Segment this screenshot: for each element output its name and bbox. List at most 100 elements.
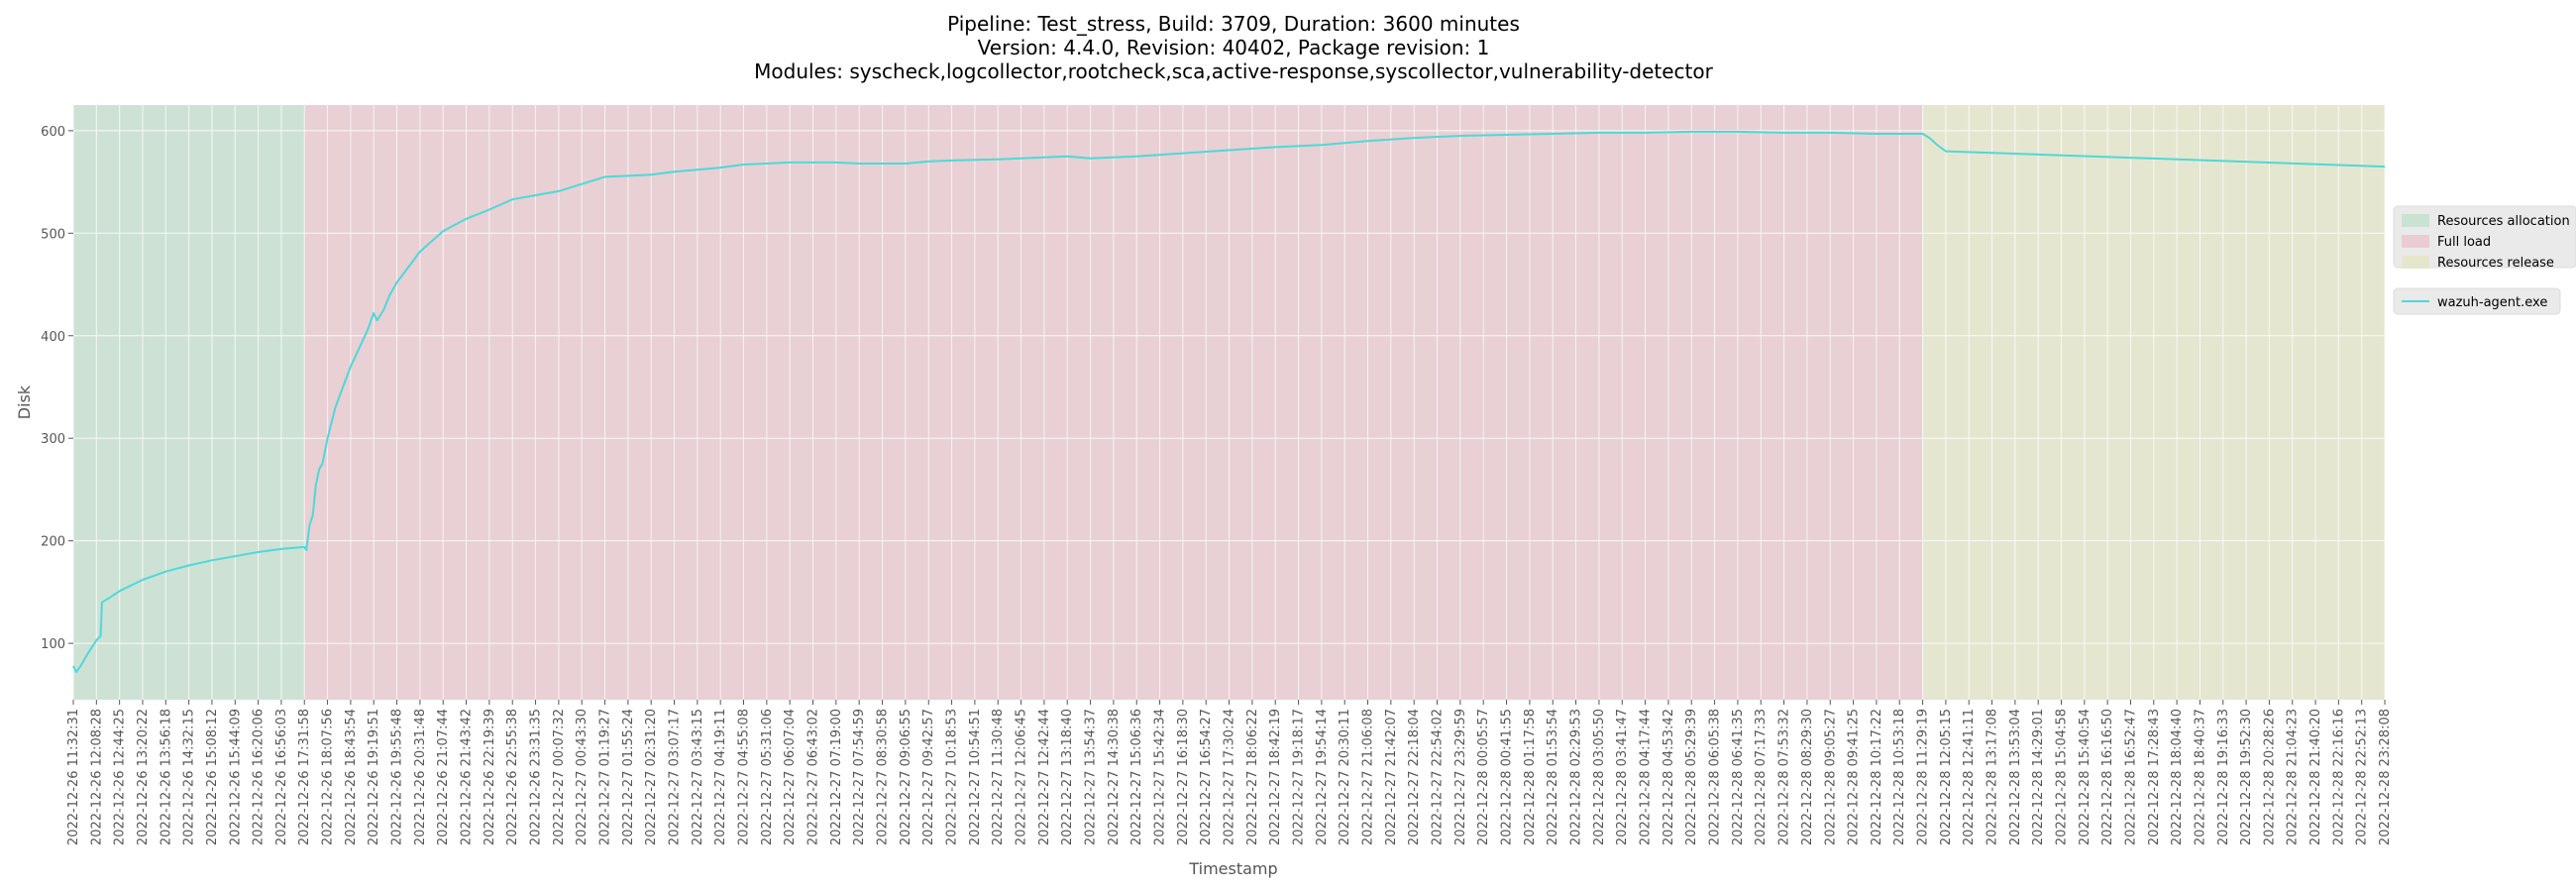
y-axis-label: Disk: [15, 385, 34, 419]
x-tick-label: 2022-12-27 09:42:57: [921, 709, 936, 845]
x-tick-label: 2022-12-27 20:30:11: [1338, 709, 1352, 845]
x-tick-label: 2022-12-27 03:07:17: [668, 709, 683, 845]
series-legend-label: wazuh-agent.exe: [2437, 295, 2547, 310]
x-tick-label: 2022-12-27 04:55:08: [736, 709, 751, 845]
x-tick-label: 2022-12-27 10:18:53: [945, 709, 960, 845]
x-tick-label: 2022-12-27 11:30:48: [991, 709, 1006, 845]
x-tick-label: 2022-12-27 16:18:30: [1176, 709, 1191, 845]
x-tick-label: 2022-12-28 09:05:27: [1823, 709, 1838, 845]
x-tick-label: 2022-12-27 18:06:22: [1245, 709, 1260, 845]
x-tick-label: 2022-12-28 21:40:20: [2308, 709, 2323, 845]
x-tick-label: 2022-12-27 15:06:36: [1129, 709, 1144, 845]
phase-legend-swatch: [2402, 256, 2429, 269]
phase-legend-box: [2393, 205, 2576, 269]
x-tick-label: 2022-12-28 18:04:40: [2170, 709, 2185, 845]
x-tick-label: 2022-12-26 20:31:48: [413, 709, 428, 845]
x-tick-label: 2022-12-27 08:30:58: [876, 709, 891, 845]
x-tick-label: 2022-12-28 16:52:47: [2123, 709, 2138, 845]
x-tick-label: 2022-12-28 13:53:04: [2008, 709, 2023, 845]
x-tick-label: 2022-12-27 12:42:44: [1037, 709, 1052, 845]
y-tick-label: 400: [41, 330, 65, 345]
y-tick-label: 100: [41, 637, 65, 652]
x-tick-label: 2022-12-28 19:16:33: [2216, 709, 2231, 845]
x-tick-label: 2022-12-27 13:54:37: [1084, 709, 1099, 845]
x-tick-label: 2022-12-27 07:54:59: [852, 709, 867, 845]
x-tick-label: 2022-12-28 21:04:23: [2286, 709, 2301, 845]
x-tick-label: 2022-12-27 02:31:20: [644, 709, 659, 845]
x-tick-label: 2022-12-27 12:06:45: [1015, 709, 1029, 845]
x-tick-label: 2022-12-28 07:53:32: [1777, 709, 1792, 845]
x-axis-label: Timestamp: [1188, 859, 1277, 878]
series-line-wazuh-agent: [72, 130, 2386, 674]
x-tick-label: 2022-12-26 18:07:56: [321, 709, 336, 845]
x-tick-label: 2022-12-26 14:32:15: [182, 709, 197, 845]
x-tick-label: 2022-12-27 07:19:00: [829, 709, 844, 845]
x-tick-label: 2022-12-26 19:55:48: [390, 709, 405, 845]
x-tick-label: 2022-12-28 15:40:54: [2078, 709, 2093, 845]
y-tick-label: 300: [41, 432, 65, 447]
x-tick-label: 2022-12-26 15:44:09: [228, 709, 243, 845]
x-tick-label: 2022-12-26 23:31:35: [529, 709, 544, 845]
x-tick-label: 2022-12-26 21:43:42: [460, 709, 475, 845]
x-tick-label: 2022-12-27 19:18:17: [1292, 709, 1307, 845]
x-tick-label: 2022-12-28 09:41:25: [1847, 709, 1862, 845]
phase-legend-label: Resources allocation: [2437, 214, 2570, 229]
x-tick-label: 2022-12-27 13:18:40: [1060, 709, 1075, 845]
x-tick-label: 2022-12-28 20:28:26: [2262, 709, 2277, 845]
phase-legend-swatch: [2402, 214, 2429, 227]
x-tick-label: 2022-12-28 23:28:08: [2378, 709, 2393, 845]
x-tick-label: 2022-12-28 22:52:13: [2355, 709, 2370, 845]
x-tick-label: 2022-12-27 05:31:06: [760, 709, 775, 845]
x-tick-label: 2022-12-26 21:07:44: [436, 709, 451, 845]
chart-title: Pipeline: Test_stress, Build: 3709, Dura…: [754, 12, 1714, 83]
title-line-1: Pipeline: Test_stress, Build: 3709, Dura…: [947, 12, 1520, 36]
x-tick-label: 2022-12-26 17:31:58: [297, 709, 312, 845]
x-tick-label: 2022-12-28 06:05:38: [1708, 709, 1723, 845]
x-tick-label: 2022-12-27 17:30:24: [1223, 709, 1237, 845]
x-tick-label: 2022-12-27 01:55:24: [621, 709, 636, 845]
x-tick-label: 2022-12-28 00:41:55: [1500, 709, 1515, 845]
x-tick-label: 2022-12-28 04:17:44: [1639, 709, 1654, 845]
x-tick-label: 2022-12-28 11:29:19: [1916, 709, 1931, 845]
x-tick-label: 2022-12-27 00:07:32: [552, 709, 567, 845]
x-tick-label: 2022-12-28 03:05:50: [1592, 709, 1607, 845]
x-tick-label: 2022-12-27 16:54:27: [1199, 709, 1214, 845]
x-tick-label: 2022-12-28 18:40:37: [2193, 709, 2207, 845]
x-tick-label: 2022-12-28 10:53:18: [1892, 709, 1907, 845]
x-tick-label: 2022-12-28 00:05:57: [1476, 709, 1491, 845]
x-axis-ticks: 2022-12-26 11:32:31 2022-12-26 12:08:28 20…: [66, 700, 2393, 845]
x-tick-label: 2022-12-26 12:08:28: [89, 709, 104, 845]
x-tick-label: 2022-12-28 12:05:15: [1939, 709, 1954, 845]
x-tick-label: 2022-12-26 22:55:38: [505, 709, 520, 845]
x-tick-label: 2022-12-27 01:19:27: [598, 709, 613, 845]
x-tick-label: 2022-12-26 19:19:51: [367, 709, 381, 845]
x-tick-label: 2022-12-28 19:52:30: [2239, 709, 2254, 845]
x-tick-label: 2022-12-26 16:20:06: [252, 709, 267, 845]
phase-legend-swatch: [2402, 235, 2429, 248]
x-tick-label: 2022-12-26 18:43:54: [344, 709, 359, 845]
x-tick-label: 2022-12-27 21:42:07: [1384, 709, 1399, 845]
x-tick-label: 2022-12-26 22:19:39: [483, 709, 497, 845]
x-tick-label: 2022-12-27 18:42:19: [1268, 709, 1283, 845]
x-tick-label: 2022-12-27 21:06:08: [1361, 709, 1376, 845]
x-tick-label: 2022-12-26 13:56:18: [159, 709, 173, 845]
x-tick-label: 2022-12-28 10:17:22: [1870, 709, 1884, 845]
grid-lines: [72, 105, 2386, 700]
x-tick-label: 2022-12-28 02:29:53: [1569, 709, 1584, 845]
series-legend-box: [2393, 287, 2561, 315]
x-tick-label: 2022-12-26 13:20:22: [136, 709, 151, 845]
x-tick-label: 2022-12-26 12:44:25: [113, 709, 128, 845]
x-tick-label: 2022-12-28 12:41:11: [1962, 709, 1977, 845]
x-tick-label: 2022-12-27 06:07:04: [783, 709, 798, 845]
x-tick-label: 2022-12-27 22:54:02: [1431, 709, 1446, 845]
x-tick-label: 2022-12-28 17:28:43: [2147, 709, 2162, 845]
phase-legend-label: Resources release: [2437, 256, 2554, 271]
y-tick-label: 600: [41, 125, 65, 140]
x-tick-label: 2022-12-26 15:08:12: [205, 709, 220, 845]
x-tick-label: 2022-12-27 19:54:14: [1315, 709, 1330, 845]
y-axis-ticks: 100 200 300 400 500 600: [41, 125, 73, 652]
title-line-2: Version: 4.4.0, Revision: 40402, Package…: [978, 36, 1490, 59]
x-tick-label: 2022-12-26 11:32:31: [66, 709, 81, 845]
x-tick-label: 2022-12-28 07:17:33: [1754, 709, 1769, 845]
